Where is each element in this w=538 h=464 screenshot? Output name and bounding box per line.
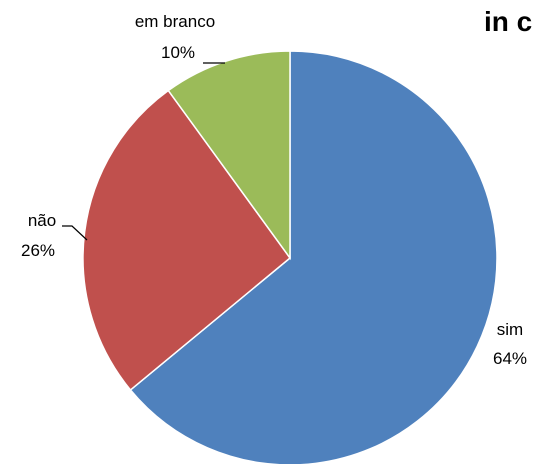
slice-label-não: não bbox=[28, 211, 56, 230]
pie-slice-sim bbox=[129, 50, 498, 464]
slice-value-não: 26% bbox=[21, 241, 55, 260]
pie-slice-não bbox=[82, 89, 292, 392]
chart-title: in c bbox=[484, 6, 532, 37]
data-labels: sim 64% não 26% em branco 10% bbox=[21, 12, 527, 368]
pie-slices bbox=[82, 50, 498, 464]
slice-value-sim: 64% bbox=[493, 349, 527, 368]
leader-line-não bbox=[62, 225, 88, 241]
slice-value-em-branco: 10% bbox=[161, 43, 195, 62]
slice-label-em-branco: em branco bbox=[135, 12, 215, 31]
slice-label-sim: sim bbox=[497, 320, 523, 339]
pie-slice-em-branco bbox=[167, 50, 291, 261]
